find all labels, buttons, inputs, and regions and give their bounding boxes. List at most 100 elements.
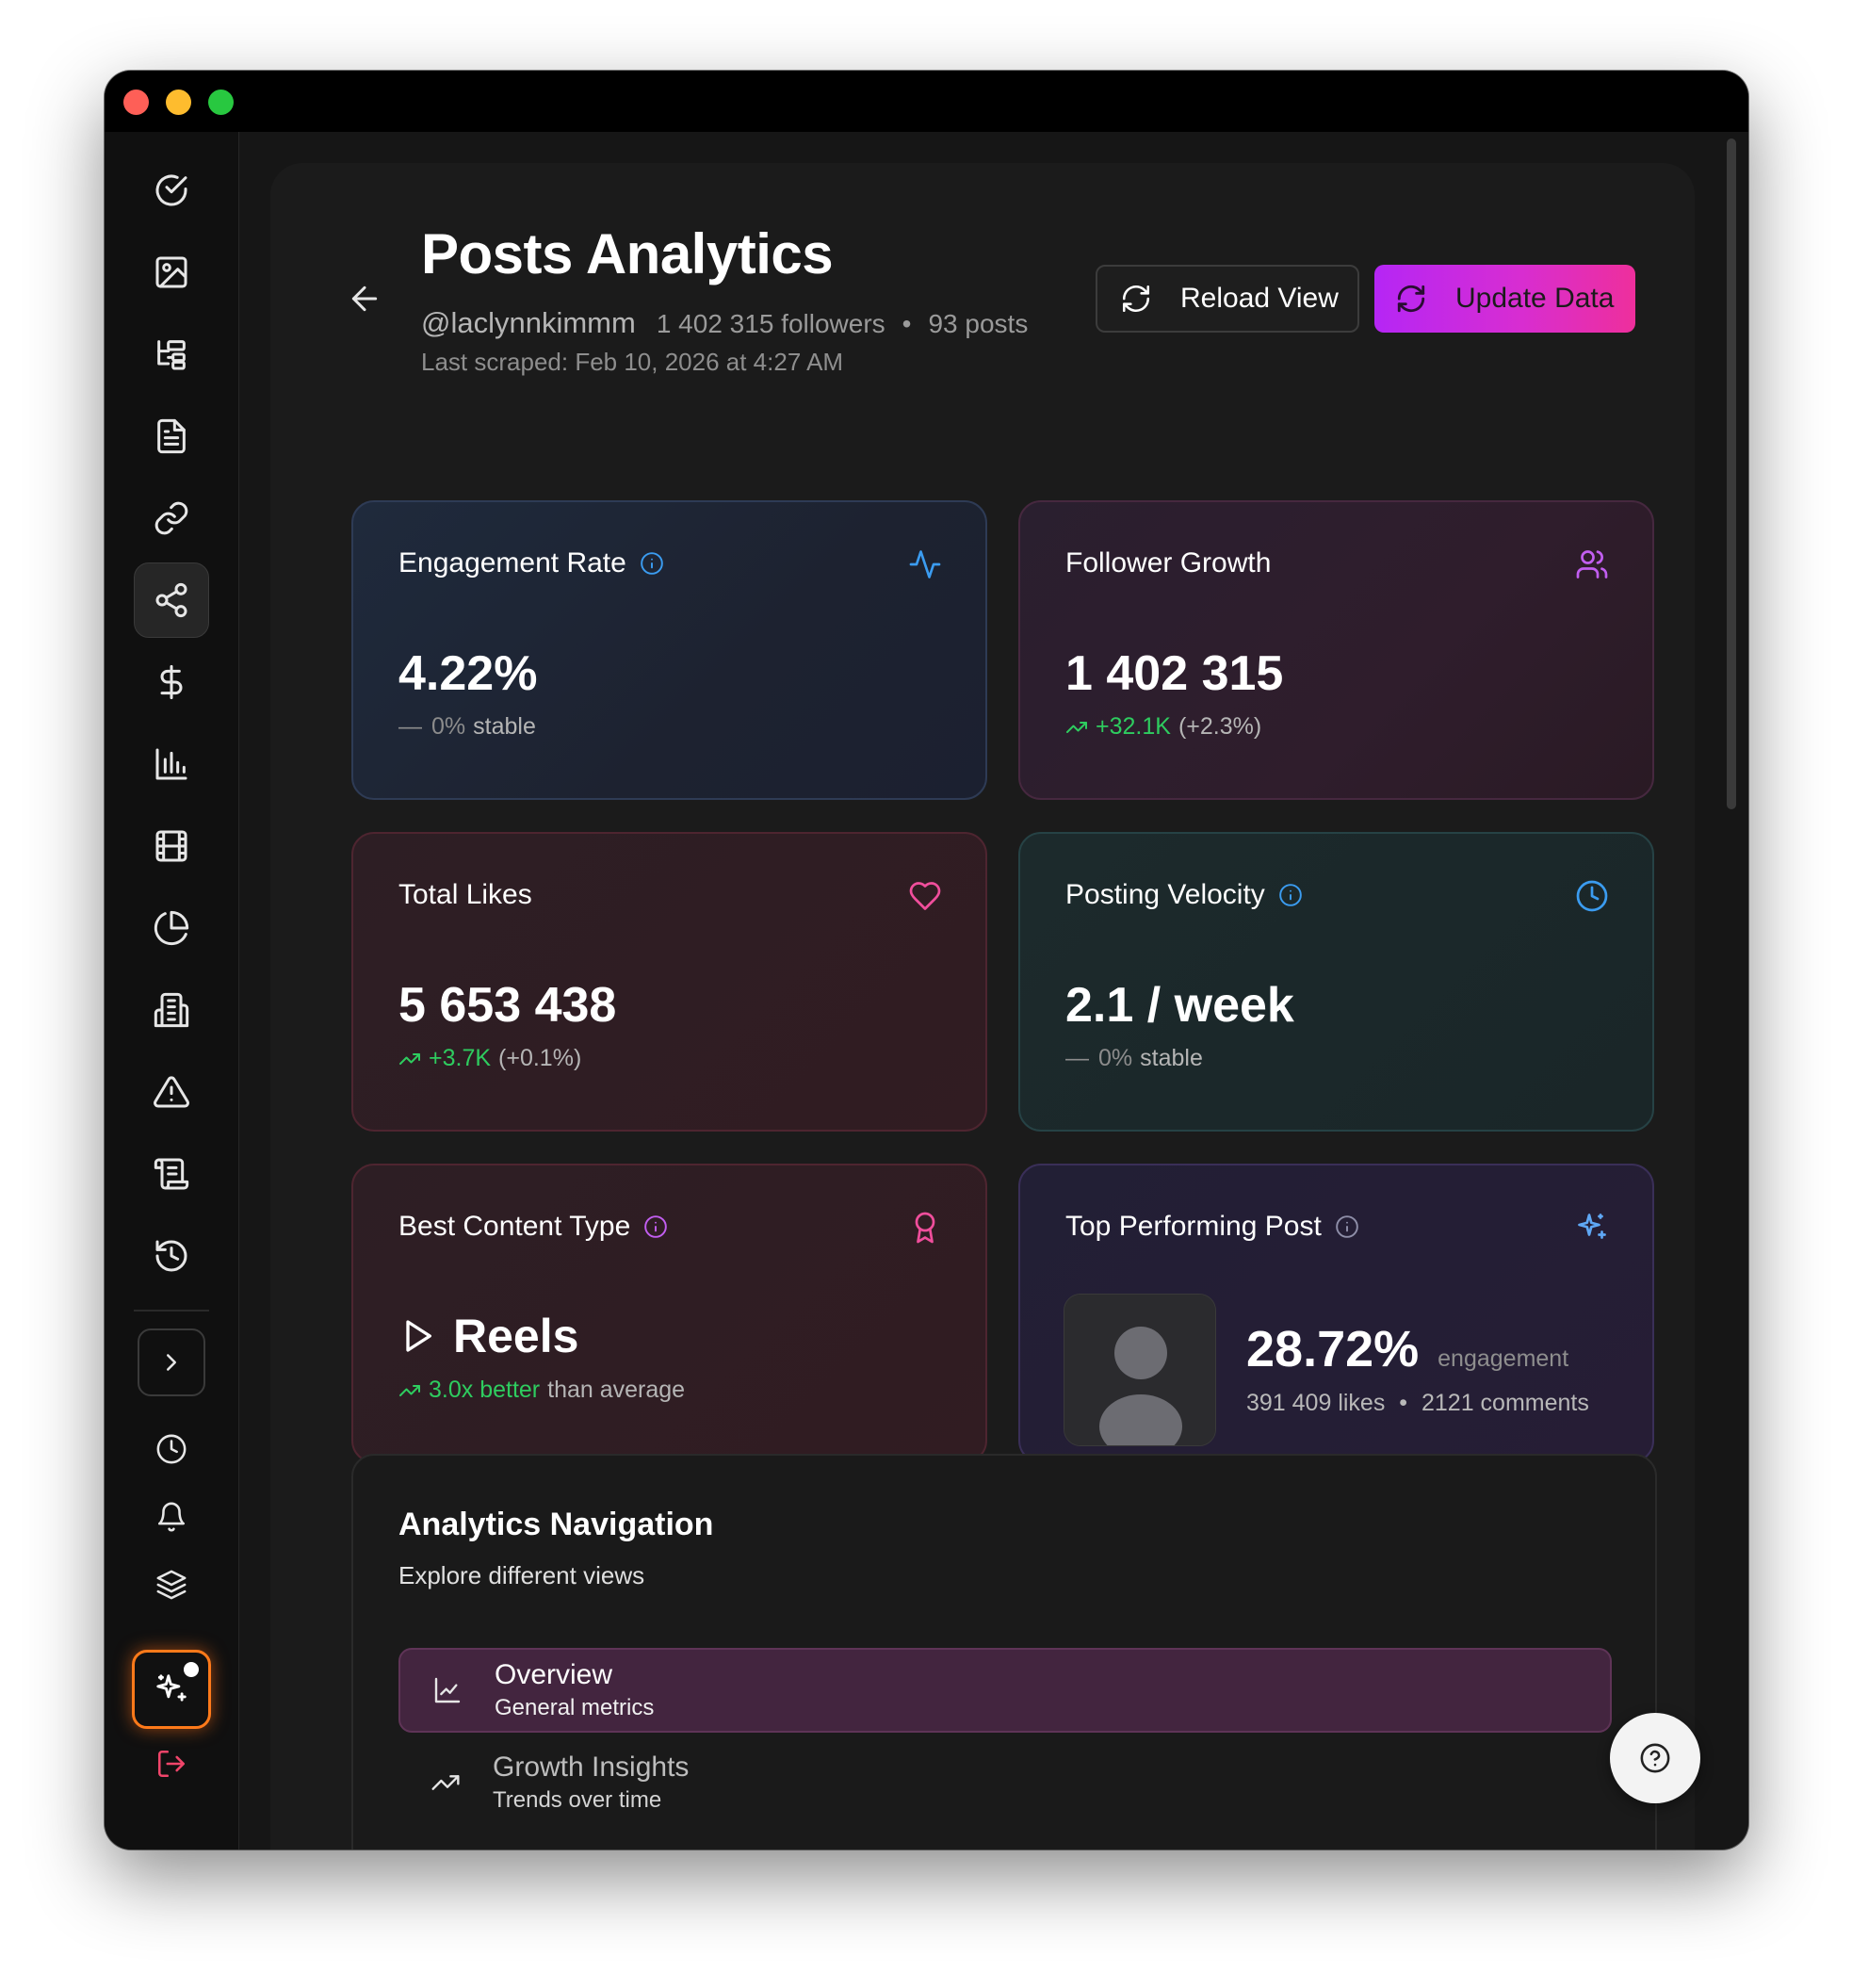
top-post-stats: 391 409 likes • 2121 comments bbox=[1246, 1390, 1589, 1417]
help-button[interactable] bbox=[1610, 1713, 1700, 1803]
update-data-button[interactable]: Update Data bbox=[1374, 265, 1635, 333]
nav-item-overview[interactable]: Overview General metrics bbox=[398, 1648, 1612, 1733]
engagement-rate-value: 4.22% bbox=[398, 646, 538, 701]
total-likes-value: 5 653 438 bbox=[398, 978, 617, 1033]
users-icon bbox=[1575, 547, 1609, 581]
total-likes-card: Total Likes 5 653 438 +3.7K (+0.1%) bbox=[351, 832, 987, 1132]
nav-item-growth-insights[interactable]: Growth Insights Trends over time bbox=[398, 1740, 1612, 1825]
bell-icon[interactable] bbox=[134, 1489, 209, 1545]
trending-up-icon bbox=[399, 1384, 420, 1396]
sidebar bbox=[105, 132, 239, 1849]
top-post-engagement: 28.72% engagement bbox=[1246, 1320, 1568, 1378]
expand-sidebar-button[interactable] bbox=[138, 1328, 205, 1396]
line-chart-icon bbox=[434, 1677, 461, 1703]
main-content: Posts Analytics @laclynnkimmm 1 402 315 … bbox=[270, 163, 1695, 1849]
card-title: Top Performing Post bbox=[1065, 1211, 1359, 1243]
check-circle-icon[interactable] bbox=[134, 153, 209, 228]
reload-view-label: Reload View bbox=[1180, 283, 1339, 314]
heart-icon bbox=[908, 879, 942, 913]
sidebar-divider bbox=[134, 1310, 209, 1312]
nav-item-sublabel: Trends over time bbox=[493, 1787, 662, 1813]
navigation-title: Analytics Navigation bbox=[398, 1507, 714, 1542]
activity-icon bbox=[908, 547, 942, 581]
nav-item-sublabel: General metrics bbox=[495, 1695, 655, 1720]
nav-item-label: Growth Insights bbox=[493, 1752, 690, 1783]
top-performing-post-card[interactable]: Top Performing Post 28.72% engagement 39… bbox=[1018, 1164, 1654, 1463]
sparkles-icon bbox=[1575, 1211, 1609, 1245]
link-icon[interactable] bbox=[134, 481, 209, 556]
play-icon bbox=[406, 1320, 431, 1352]
engagement-rate-delta: — 0% stable bbox=[398, 713, 536, 740]
layers-icon[interactable] bbox=[134, 1556, 209, 1613]
award-icon bbox=[908, 1211, 942, 1245]
refresh-icon bbox=[1122, 285, 1150, 313]
update-data-label: Update Data bbox=[1455, 283, 1615, 314]
card-title: Posting Velocity bbox=[1065, 879, 1303, 911]
posting-velocity-card: Posting Velocity 2.1 / week — 0% stable bbox=[1018, 832, 1654, 1132]
info-icon[interactable] bbox=[1278, 883, 1303, 907]
minimize-window-button[interactable] bbox=[166, 90, 191, 115]
close-window-button[interactable] bbox=[123, 90, 149, 115]
posting-velocity-delta: — 0% stable bbox=[1065, 1045, 1203, 1071]
post-thumbnail[interactable] bbox=[1064, 1294, 1216, 1446]
sparkles-icon bbox=[156, 1674, 187, 1702]
avatar-placeholder-icon bbox=[1064, 1295, 1215, 1445]
stable-dash: — bbox=[398, 713, 422, 740]
top-post-comments: 2121 comments bbox=[1421, 1390, 1589, 1416]
navigation-subtitle: Explore different views bbox=[398, 1561, 645, 1589]
trending-up-icon bbox=[1066, 721, 1087, 733]
warning-icon[interactable] bbox=[134, 1054, 209, 1130]
nav-item-label: Overview bbox=[495, 1659, 613, 1690]
account-summary: @laclynnkimmm 1 402 315 followers • 93 p… bbox=[421, 306, 1028, 340]
ai-assistant-button[interactable] bbox=[132, 1650, 211, 1729]
top-post-engagement-label: engagement bbox=[1438, 1345, 1569, 1372]
info-icon[interactable] bbox=[1335, 1214, 1359, 1239]
share-icon[interactable] bbox=[134, 562, 209, 638]
building-icon[interactable] bbox=[134, 972, 209, 1048]
hierarchy-icon[interactable] bbox=[134, 317, 209, 392]
history-icon[interactable] bbox=[134, 1218, 209, 1294]
follower-count-value: 1 402 315 bbox=[1065, 646, 1284, 701]
follower-growth-delta: +32.1K (+2.3%) bbox=[1065, 713, 1261, 741]
back-arrow-icon[interactable] bbox=[346, 280, 383, 318]
follower-growth-card: Follower Growth 1 402 315 +32.1K (+2.3%) bbox=[1018, 500, 1654, 800]
app-window: Posts Analytics @laclynnkimmm 1 402 315 … bbox=[105, 71, 1748, 1849]
scrollbar-thumb[interactable] bbox=[1727, 139, 1736, 809]
top-post-engagement-value: 28.72% bbox=[1246, 1321, 1420, 1377]
best-content-type-delta: 3.0x better than average bbox=[398, 1377, 685, 1404]
trending-up-icon bbox=[431, 1775, 460, 1790]
posting-velocity-value: 2.1 / week bbox=[1065, 978, 1294, 1033]
bar-chart-icon[interactable] bbox=[134, 726, 209, 802]
maximize-window-button[interactable] bbox=[208, 90, 234, 115]
card-title: Follower Growth bbox=[1065, 547, 1272, 578]
info-icon[interactable] bbox=[640, 551, 664, 576]
refresh-icon bbox=[1397, 285, 1425, 313]
clock-icon[interactable] bbox=[134, 1421, 209, 1477]
notification-dot bbox=[184, 1662, 199, 1677]
dollar-icon[interactable] bbox=[134, 644, 209, 720]
top-post-likes: 391 409 likes bbox=[1246, 1390, 1386, 1416]
last-scraped: Last scraped: Feb 10, 2026 at 4:27 AM bbox=[421, 348, 844, 376]
card-title: Engagement Rate bbox=[398, 547, 664, 579]
total-likes-delta: +3.7K (+0.1%) bbox=[398, 1045, 581, 1072]
image-icon[interactable] bbox=[134, 235, 209, 310]
stable-dash: — bbox=[1065, 1045, 1089, 1071]
question-icon bbox=[1640, 1743, 1670, 1773]
best-content-type-card: Best Content Type Reels 3.0x better than… bbox=[351, 1164, 987, 1463]
posts-count: 93 posts bbox=[928, 309, 1029, 338]
pie-chart-icon[interactable] bbox=[134, 890, 209, 966]
logout-icon[interactable] bbox=[134, 1735, 209, 1792]
info-icon[interactable] bbox=[643, 1214, 668, 1239]
scroll-icon[interactable] bbox=[134, 1136, 209, 1212]
card-title: Best Content Type bbox=[398, 1211, 668, 1243]
document-icon[interactable] bbox=[134, 399, 209, 474]
account-handle: @laclynnkimmm bbox=[421, 306, 636, 339]
page-title: Posts Analytics bbox=[421, 222, 834, 285]
card-title: Total Likes bbox=[398, 879, 532, 910]
separator-dot: • bbox=[1399, 1390, 1408, 1416]
best-content-type-value: Reels bbox=[398, 1309, 578, 1363]
film-icon[interactable] bbox=[134, 808, 209, 884]
engagement-rate-card: Engagement Rate 4.22% — 0% stable bbox=[351, 500, 987, 800]
reload-view-button[interactable]: Reload View bbox=[1096, 265, 1359, 333]
clock-icon bbox=[1575, 879, 1609, 913]
